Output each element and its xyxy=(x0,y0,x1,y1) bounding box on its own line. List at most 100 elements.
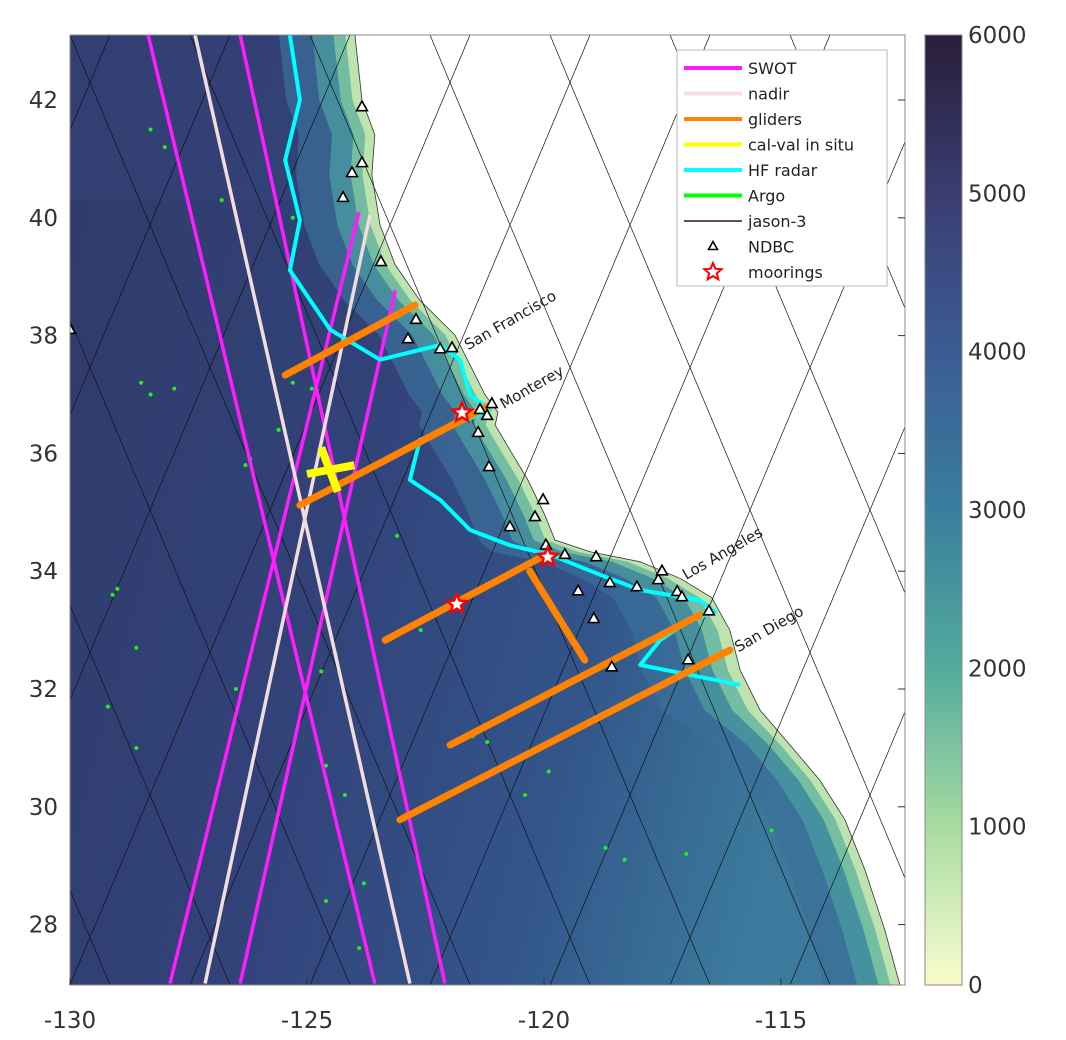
colorbar xyxy=(924,34,963,986)
argo-float xyxy=(243,463,248,468)
argo-float xyxy=(139,380,144,385)
ndbc-buoy xyxy=(70,322,77,335)
argo-float xyxy=(162,145,167,150)
colorbar-tick-label: 4000 xyxy=(968,340,1027,366)
glider-track xyxy=(526,567,589,664)
argo-float xyxy=(219,198,224,203)
cal-val-track xyxy=(306,461,356,478)
legend-mooring-icon xyxy=(701,260,725,282)
swot-swath-edge xyxy=(238,289,397,984)
colorbar-tick-label: 5000 xyxy=(968,181,1027,207)
y-tick-label: 28 xyxy=(29,913,58,939)
swot-swath-edge xyxy=(238,35,447,984)
y-tick-label: 38 xyxy=(29,324,58,350)
y-tick-label: 40 xyxy=(29,206,58,232)
argo-float xyxy=(110,592,115,597)
map-frame xyxy=(69,34,906,986)
argo-float xyxy=(342,793,347,798)
jason-3-track xyxy=(70,35,351,701)
ndbc-buoy xyxy=(503,519,517,532)
argo-float xyxy=(603,846,608,851)
glider-track xyxy=(281,301,419,379)
ndbc-buoy xyxy=(433,341,447,354)
ndbc-buoy xyxy=(651,572,666,585)
argo-float xyxy=(172,386,177,391)
ndbc-buoy xyxy=(603,575,617,588)
jason-3-track xyxy=(1030,35,1066,985)
x-tick-label: -125 xyxy=(281,1008,333,1034)
argo-float xyxy=(323,899,328,904)
argo-float xyxy=(233,687,238,691)
mooring xyxy=(444,590,470,615)
argo-float xyxy=(323,763,328,768)
y-tick-label: 30 xyxy=(29,795,58,821)
argo-float xyxy=(134,645,139,650)
x-tick-label: -130 xyxy=(44,1008,96,1034)
argo-float xyxy=(769,828,774,833)
colorbar-tick-label: 2000 xyxy=(968,656,1027,682)
ndbc-buoy xyxy=(536,492,550,505)
argo-float xyxy=(622,857,627,862)
glider-track xyxy=(296,401,494,509)
legend-label: moorings xyxy=(748,263,823,282)
colorbar-tick-label: 1000 xyxy=(968,815,1027,841)
argo-float xyxy=(357,946,362,951)
ndbc-buoy xyxy=(681,652,695,665)
colorbar-tick-label: 3000 xyxy=(968,498,1027,524)
y-tick-label: 42 xyxy=(29,88,58,114)
legend-ndbc-icon xyxy=(707,239,719,251)
ndbc-buoy xyxy=(587,611,601,624)
colorbar-tick-label: 0 xyxy=(968,973,983,999)
argo-float xyxy=(523,793,528,798)
swot-swath-edge xyxy=(168,211,361,984)
argo-float xyxy=(319,669,324,674)
ndbc-buoy xyxy=(655,563,669,576)
y-tick-label: 34 xyxy=(29,559,58,585)
jason-3-track xyxy=(669,425,905,985)
mooring xyxy=(535,543,561,568)
legend-label: gliders xyxy=(748,110,802,129)
argo-float xyxy=(276,427,281,432)
legend-label: jason-3 xyxy=(747,212,806,231)
glider-track xyxy=(381,551,549,644)
argo-float xyxy=(290,215,295,220)
argo-float xyxy=(309,386,314,391)
ndbc-buoy xyxy=(558,547,572,560)
argo-float xyxy=(684,851,689,856)
jason-3-track xyxy=(189,35,591,985)
argo-float xyxy=(395,533,400,538)
jason-3-track xyxy=(70,35,471,985)
nadir-track xyxy=(193,35,412,984)
x-tick-label: -115 xyxy=(755,1008,807,1034)
ndbc-buoy xyxy=(401,331,415,344)
jason-3-track xyxy=(70,35,231,416)
jason-3-track xyxy=(309,35,711,985)
legend-label: SWOT xyxy=(748,59,797,78)
argo-float xyxy=(105,704,110,709)
jason-3-track xyxy=(789,710,905,985)
ndbc-buoy xyxy=(702,603,716,616)
ndbc-buoy xyxy=(345,165,359,178)
legend-label: cal-val in situ xyxy=(748,136,854,155)
ndbc-buoy xyxy=(471,425,485,438)
legend-label: Argo xyxy=(748,187,785,206)
ndbc-buoy xyxy=(445,340,459,353)
ndbc-buoy xyxy=(374,254,388,267)
ndbc-buoy xyxy=(355,99,369,112)
ndbc-buoy xyxy=(409,312,423,325)
ndbc-buoy xyxy=(336,190,350,203)
ndbc-buoy xyxy=(589,549,603,562)
legend-label: NDBC xyxy=(748,238,794,257)
argo-float xyxy=(148,127,153,132)
mooring xyxy=(449,399,475,424)
argo-float xyxy=(361,881,366,886)
argo-float xyxy=(418,628,423,633)
ndbc-buoy xyxy=(485,396,499,409)
ndbc-buoy xyxy=(670,584,684,597)
legend-label: HF radar xyxy=(748,161,818,180)
ndbc-buoy xyxy=(528,509,542,522)
y-tick-label: 36 xyxy=(29,441,58,467)
ndbc-buoy xyxy=(482,459,496,472)
